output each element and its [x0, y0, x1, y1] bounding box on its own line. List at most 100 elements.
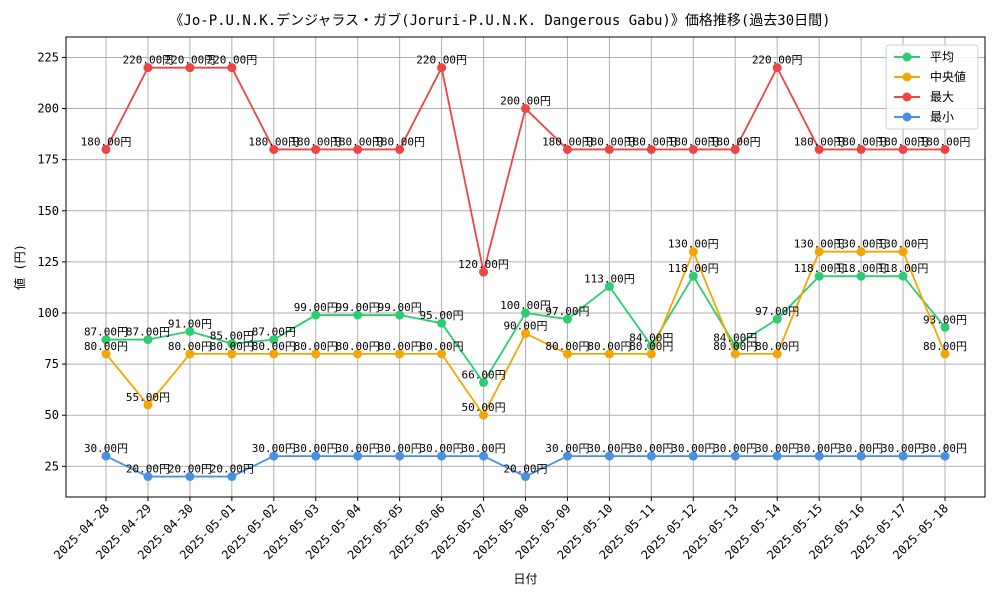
data-point [353, 451, 363, 461]
data-point [856, 451, 866, 461]
data-point [269, 349, 279, 359]
data-label: 55.00円 [126, 391, 170, 404]
data-label: 93.00円 [923, 313, 967, 326]
data-label: 180.00円 [248, 135, 299, 148]
data-point [311, 144, 321, 154]
data-label: 80.00円 [923, 340, 967, 353]
data-label: 180.00円 [81, 135, 132, 148]
data-label: 66.00円 [461, 369, 505, 382]
data-point [227, 349, 237, 359]
data-point [185, 472, 195, 482]
data-label: 118.00円 [794, 262, 845, 275]
data-point [856, 144, 866, 154]
data-point [185, 326, 195, 336]
legend-swatch-marker [902, 92, 912, 102]
data-label: 80.00円 [294, 340, 338, 353]
chart-title: 《Jo-P.U.N.K.デンジャラス・ガブ(Joruri-P.U.N.K. Da… [169, 13, 831, 29]
data-label: 118.00円 [668, 262, 719, 275]
data-point [395, 451, 405, 461]
data-label: 80.00円 [755, 340, 799, 353]
data-point [898, 247, 908, 257]
data-label: 90.00円 [503, 319, 547, 332]
data-point [437, 63, 447, 73]
y-tick-label: 200 [37, 102, 59, 116]
data-point [311, 349, 321, 359]
data-label: 20.00円 [168, 463, 212, 476]
data-label: 200.00円 [500, 95, 551, 108]
data-point [395, 349, 405, 359]
data-label: 80.00円 [168, 340, 212, 353]
data-point [856, 271, 866, 281]
data-label: 97.00円 [755, 305, 799, 318]
data-label: 87.00円 [126, 326, 170, 339]
data-label: 99.00円 [336, 301, 380, 314]
data-point [604, 451, 614, 461]
data-label: 85.00円 [210, 330, 254, 343]
data-label: 30.00円 [84, 442, 128, 455]
y-tick-label: 175 [37, 153, 59, 167]
data-point [730, 144, 740, 154]
data-point [437, 349, 447, 359]
y-tick-label: 225 [37, 50, 59, 64]
data-point [730, 349, 740, 359]
data-label: 20.00円 [210, 463, 254, 476]
data-label: 80.00円 [629, 340, 673, 353]
data-point [101, 451, 111, 461]
data-label: 80.00円 [84, 340, 128, 353]
data-label: 130.00円 [878, 238, 929, 251]
data-label: 118.00円 [836, 262, 887, 275]
data-point [353, 310, 363, 320]
data-label: 30.00円 [755, 442, 799, 455]
data-label: 180.00円 [668, 135, 719, 148]
y-tick-label: 150 [37, 204, 59, 218]
data-label: 30.00円 [923, 442, 967, 455]
data-point [730, 451, 740, 461]
data-point [772, 349, 782, 359]
data-label: 95.00円 [420, 309, 464, 322]
data-point [814, 271, 824, 281]
y-axis-title: 値 (円) [12, 244, 27, 290]
data-point [185, 63, 195, 73]
data-label: 30.00円 [378, 442, 422, 455]
data-label: 118.00円 [878, 262, 929, 275]
data-point [437, 318, 447, 328]
data-point [143, 472, 153, 482]
data-point [688, 271, 698, 281]
data-label: 80.00円 [336, 340, 380, 353]
legend-label: 中央値 [930, 69, 966, 84]
data-point [940, 349, 950, 359]
data-label: 99.00円 [378, 301, 422, 314]
data-label: 180.00円 [332, 135, 383, 148]
data-point [143, 335, 153, 345]
data-label: 220.00円 [123, 54, 174, 67]
data-point [395, 144, 405, 154]
data-label: 87.00円 [252, 326, 296, 339]
data-label: 97.00円 [545, 305, 589, 318]
data-point [101, 349, 111, 359]
data-point [646, 349, 656, 359]
data-label: 180.00円 [794, 135, 845, 148]
data-point [562, 144, 572, 154]
data-label: 180.00円 [878, 135, 929, 148]
data-label: 80.00円 [713, 340, 757, 353]
data-point [395, 310, 405, 320]
data-point [437, 451, 447, 461]
data-point [814, 144, 824, 154]
legend-label: 平均 [930, 50, 954, 64]
legend-label: 最大 [930, 90, 954, 104]
data-label: 130.00円 [836, 238, 887, 251]
y-tick-label: 125 [37, 255, 59, 269]
data-point [521, 472, 530, 482]
data-label: 30.00円 [797, 442, 841, 455]
data-label: 30.00円 [839, 442, 883, 455]
data-point [227, 63, 237, 73]
data-label: 80.00円 [587, 340, 631, 353]
data-point [772, 314, 782, 324]
data-label: 30.00円 [336, 442, 380, 455]
data-label: 180.00円 [542, 135, 593, 148]
data-label: 220.00円 [206, 54, 257, 67]
data-point [479, 410, 489, 420]
data-point [101, 144, 111, 154]
data-label: 130.00円 [668, 238, 719, 251]
